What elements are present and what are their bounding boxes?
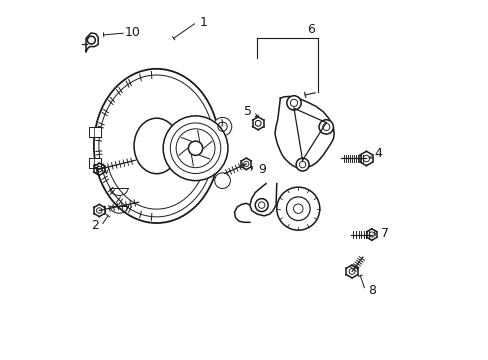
- Circle shape: [255, 199, 267, 212]
- FancyBboxPatch shape: [89, 127, 101, 138]
- Text: 9: 9: [257, 163, 265, 176]
- Circle shape: [214, 173, 230, 189]
- FancyBboxPatch shape: [89, 158, 101, 168]
- Circle shape: [296, 158, 308, 171]
- Text: 2: 2: [90, 219, 99, 233]
- Text: 5: 5: [244, 105, 252, 118]
- Circle shape: [319, 120, 333, 134]
- Text: 6: 6: [306, 23, 314, 36]
- Text: 8: 8: [367, 284, 375, 297]
- Circle shape: [276, 187, 319, 230]
- Text: 7: 7: [380, 226, 388, 239]
- Circle shape: [87, 36, 95, 44]
- Text: 4: 4: [373, 147, 381, 159]
- Text: 10: 10: [124, 27, 140, 40]
- Text: 3: 3: [90, 163, 99, 176]
- Circle shape: [213, 117, 231, 136]
- Ellipse shape: [134, 118, 179, 174]
- Circle shape: [163, 116, 227, 181]
- Text: 1: 1: [199, 16, 207, 29]
- Circle shape: [286, 96, 301, 110]
